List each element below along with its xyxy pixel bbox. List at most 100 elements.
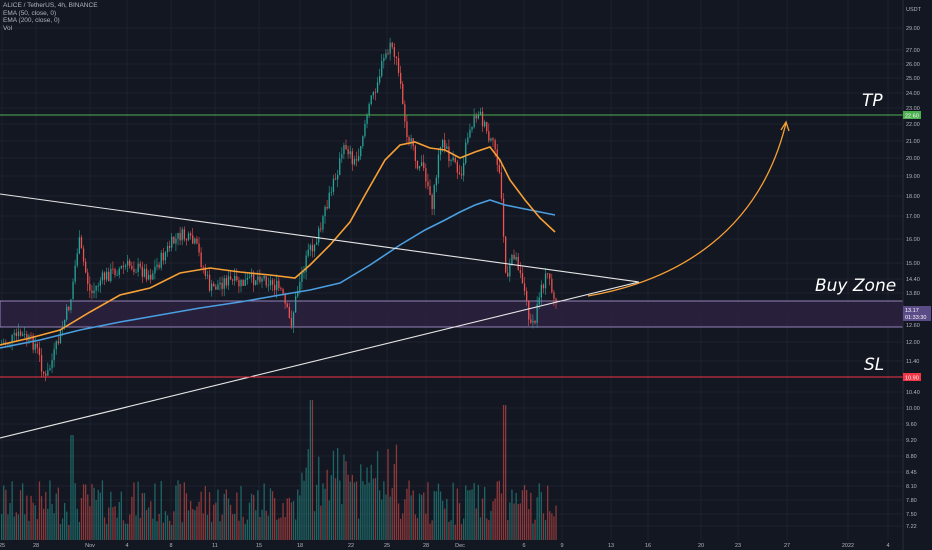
price-tick-label: 8.45 — [906, 470, 917, 476]
volume-bar — [307, 449, 309, 540]
volume-bar — [366, 467, 368, 540]
candle-body — [99, 280, 101, 286]
volume-bar — [374, 477, 377, 540]
volume-bar — [173, 511, 175, 540]
candle-body — [460, 174, 463, 176]
chart-legend: ALICE / TetherUS, 4h, BINANCE EMA (50, c… — [3, 2, 98, 32]
candle-body — [110, 268, 112, 282]
volume-bar — [404, 499, 406, 540]
volume-bar — [215, 502, 217, 540]
time-tick-label: 28 — [33, 543, 39, 549]
volume-bar — [347, 474, 349, 540]
volume-bar — [78, 521, 80, 540]
volume-bar — [278, 518, 280, 540]
candle-body — [469, 129, 471, 138]
candle-body — [47, 370, 49, 376]
price-axis-background[interactable] — [903, 0, 932, 550]
volume-bar — [187, 510, 190, 540]
candle-body — [127, 260, 129, 266]
candle-body — [347, 149, 349, 155]
volume-bar — [389, 496, 391, 540]
volume-bar — [49, 480, 51, 540]
volume-bar — [446, 498, 448, 540]
symbol-title[interactable]: ALICE / TetherUS, 4h, BINANCE — [3, 2, 98, 9]
volume-legend[interactable]: Vol — [3, 24, 13, 32]
candle-body — [80, 237, 83, 249]
candle-body — [284, 293, 286, 304]
volume-bar — [61, 518, 64, 540]
candle-body — [305, 255, 307, 272]
time-tick-label: Nov — [85, 543, 95, 549]
volume-bar — [148, 507, 150, 540]
candle-body — [148, 274, 150, 280]
volume-bar — [17, 514, 20, 540]
price-tick-label: 15.00 — [906, 261, 920, 267]
volume-bar — [160, 481, 162, 540]
candle-body — [106, 271, 108, 280]
candle-body — [341, 154, 343, 159]
candle-body — [330, 191, 332, 193]
volume-bar — [232, 514, 234, 540]
volume-bar — [89, 506, 91, 540]
triangle-upper-trendline[interactable] — [0, 193, 640, 283]
volume-bar — [532, 523, 534, 540]
volume-bar — [122, 520, 125, 540]
candle-body — [301, 272, 303, 282]
ema200-legend[interactable]: EMA (200, close, 0) — [3, 17, 60, 25]
candle-body — [280, 288, 282, 290]
candle-body — [177, 232, 179, 239]
candle-body — [295, 296, 297, 313]
volume-bar — [76, 508, 78, 540]
candle-body — [387, 53, 389, 55]
volume-bar — [192, 509, 194, 540]
projection-arrow[interactable] — [587, 122, 787, 297]
volume-bar — [326, 469, 328, 540]
volume-bar — [423, 492, 425, 540]
triangle-lower-trendline[interactable] — [0, 281, 640, 439]
volume-bar — [284, 517, 286, 540]
volume-bar — [465, 485, 467, 540]
volume-bar — [492, 501, 494, 540]
candle-body — [227, 276, 230, 286]
candle-body — [547, 273, 549, 275]
volume-bar — [500, 493, 503, 540]
candle-body — [185, 239, 188, 241]
volume-bar — [271, 491, 274, 540]
volume-bar — [101, 480, 104, 540]
ema50-legend[interactable]: EMA (50, close, 0) — [3, 9, 57, 17]
volume-bar — [99, 492, 101, 540]
time-tick-label: 6 — [522, 543, 525, 549]
volume-bar — [387, 449, 389, 540]
candle-body — [458, 172, 461, 175]
candle-body — [423, 162, 425, 169]
candle-body — [316, 242, 318, 245]
candle-body — [223, 278, 225, 289]
candle-body — [307, 249, 309, 256]
candle-body — [166, 246, 169, 253]
candle-body — [500, 172, 503, 199]
ema200-line[interactable] — [0, 199, 556, 349]
ema50-line[interactable] — [0, 141, 556, 346]
price-tick-label: 19.00 — [906, 174, 920, 180]
candle-body — [120, 265, 122, 269]
volume-bar — [553, 516, 555, 540]
volume-bar — [53, 513, 55, 540]
volume-bar — [175, 485, 177, 540]
candle-body — [36, 343, 38, 348]
volume-bar — [517, 503, 519, 540]
volume-bar — [379, 490, 381, 540]
candle-body — [372, 92, 374, 96]
buy-zone-box[interactable] — [0, 300, 904, 328]
volume-bar — [57, 487, 59, 540]
candle-body — [164, 252, 167, 261]
candle-body — [326, 206, 328, 209]
candle-body — [471, 127, 473, 130]
price-tick-label: 11.40 — [906, 359, 919, 365]
volume-bar — [80, 497, 83, 540]
volume-bar — [309, 400, 311, 540]
price-tick-label: 7.22 — [906, 524, 917, 530]
volume-bar — [127, 523, 129, 540]
candle-body — [355, 159, 358, 161]
candle-body — [72, 281, 74, 300]
